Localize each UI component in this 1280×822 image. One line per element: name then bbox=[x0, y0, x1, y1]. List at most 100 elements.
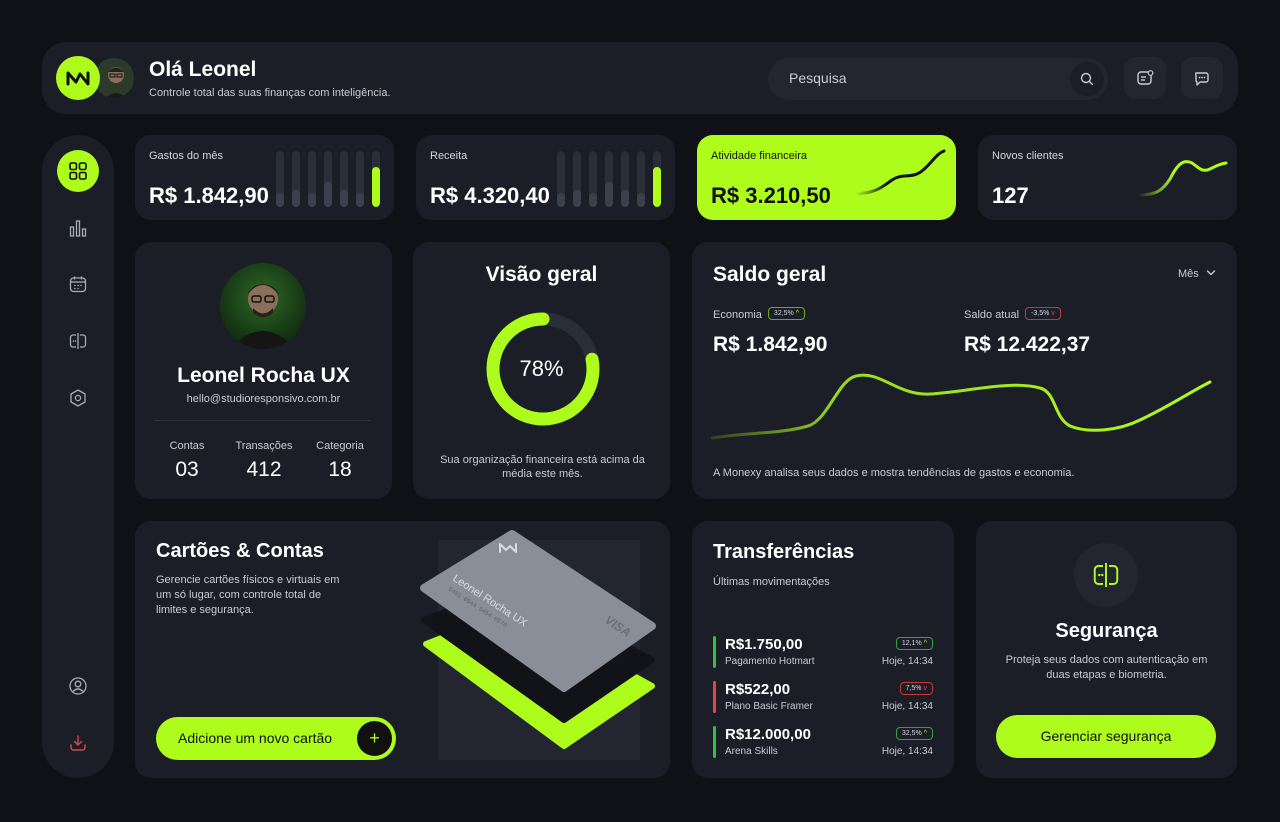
transfer-row[interactable]: R$12.000,00 Arena Skills Hoje, 14:34 32,… bbox=[713, 726, 933, 762]
transfer-badge: 32,5% ^ bbox=[895, 727, 933, 740]
overview-percent: 78% bbox=[519, 356, 564, 381]
overview-card bbox=[413, 242, 670, 499]
economia-block: Economia 32,5% ^ R$ 1.842,90 bbox=[713, 305, 827, 357]
greeting-subtitle: Controle total das suas finanças com int… bbox=[149, 87, 391, 99]
progress-ring-fill bbox=[486, 312, 600, 426]
stat-value: R$ 1.842,90 bbox=[149, 183, 269, 208]
trend-indicator bbox=[713, 681, 716, 713]
transfers-subtitle: Últimas movimentações bbox=[713, 576, 830, 588]
sidebar bbox=[42, 135, 114, 778]
mini-bar bbox=[637, 151, 645, 207]
period-label: Mês bbox=[1178, 268, 1199, 280]
sidebar-item-dashboard[interactable] bbox=[57, 150, 99, 192]
search-icon[interactable] bbox=[1070, 62, 1104, 96]
grid-icon bbox=[69, 162, 87, 180]
profile-photo bbox=[220, 263, 306, 349]
stat-value: 412 bbox=[246, 458, 282, 481]
transfer-time: Hoje, 14:34 bbox=[881, 656, 933, 667]
person-photo-icon bbox=[230, 284, 296, 349]
transfer-badge: 12,1% ^ bbox=[895, 637, 933, 650]
profile-stat-categoria: Categoria 18 bbox=[300, 440, 380, 482]
balance-note: A Monexy analisa seus dados e mostra ten… bbox=[713, 467, 1075, 479]
stat-card-atividade[interactable]: Atividade financeira R$ 3.210,50 bbox=[697, 135, 956, 220]
economia-label: Economia bbox=[713, 309, 762, 321]
sidebar-item-settings[interactable] bbox=[57, 377, 99, 419]
security-title: Segurança bbox=[1055, 620, 1158, 642]
search-field[interactable]: Pesquisa bbox=[768, 58, 1108, 100]
stat-card-gastos[interactable]: Gastos do mês R$ 1.842,90 bbox=[135, 135, 394, 220]
chat-button[interactable] bbox=[1181, 57, 1223, 99]
balance-card bbox=[692, 242, 1237, 499]
economia-badge: 32,5% ^ bbox=[767, 307, 806, 321]
sidebar-item-cards[interactable] bbox=[57, 320, 99, 362]
greeting-title: Olá Leonel bbox=[149, 58, 257, 81]
stat-value: 127 bbox=[992, 183, 1029, 208]
mini-bar bbox=[605, 151, 613, 207]
notifications-button[interactable] bbox=[1124, 57, 1166, 99]
overview-title: Visão geral bbox=[485, 263, 598, 286]
transfer-amount: R$1.750,00 bbox=[725, 636, 803, 653]
stat-value: 03 bbox=[175, 458, 199, 481]
card-lock-icon bbox=[69, 333, 87, 349]
trend-indicator bbox=[713, 636, 716, 668]
mini-bar bbox=[653, 151, 661, 207]
chat-icon bbox=[1195, 72, 1209, 86]
stat-value: R$ 4.320,40 bbox=[430, 183, 550, 208]
chevron-down-icon bbox=[1206, 270, 1216, 276]
logo-mark-icon bbox=[66, 71, 90, 86]
transfer-amount: R$12.000,00 bbox=[725, 726, 811, 743]
card-lock-icon bbox=[1093, 563, 1119, 587]
transfer-row[interactable]: R$522,00 Plano Basic Framer Hoje, 14:34 … bbox=[713, 681, 933, 717]
cards-title: Cartões & Contas bbox=[156, 540, 324, 562]
mini-bar bbox=[372, 151, 380, 207]
add-card-button[interactable]: Adicione um novo cartão + bbox=[156, 717, 396, 760]
overview-description: Sua organização financeira está acima da… bbox=[440, 454, 645, 480]
mini-bar bbox=[557, 151, 565, 207]
bar-chart-icon bbox=[69, 220, 87, 237]
person-photo-icon bbox=[94, 58, 134, 98]
stat-value: R$ 3.210,50 bbox=[711, 183, 831, 208]
monexy-logo[interactable] bbox=[56, 56, 100, 100]
search-placeholder: Pesquisa bbox=[789, 70, 847, 86]
sidebar-item-logout[interactable] bbox=[57, 722, 99, 764]
header-avatar[interactable] bbox=[92, 56, 136, 100]
profile-stat-contas: Contas 03 bbox=[147, 440, 227, 482]
progress-ring bbox=[486, 312, 600, 426]
logout-icon bbox=[70, 735, 86, 751]
stat-label: Atividade financeira bbox=[711, 150, 808, 162]
stat-label: Contas bbox=[169, 440, 205, 452]
transfer-amount: R$522,00 bbox=[725, 681, 791, 698]
sidebar-item-profile[interactable] bbox=[57, 665, 99, 707]
user-circle-icon bbox=[69, 677, 87, 695]
balance-trend-line bbox=[710, 373, 1212, 440]
trend-sparkline bbox=[1136, 160, 1228, 197]
sidebar-item-calendar[interactable] bbox=[57, 263, 99, 305]
transfer-name: Pagamento Hotmart bbox=[725, 656, 815, 667]
plus-icon: + bbox=[357, 721, 392, 756]
mini-bar bbox=[356, 151, 364, 207]
security-icon-wrap bbox=[1074, 543, 1138, 607]
stat-card-clientes[interactable]: Novos clientes 127 bbox=[978, 135, 1237, 220]
mini-bar bbox=[292, 151, 300, 207]
stat-card-receita[interactable]: Receita R$ 4.320,40 bbox=[416, 135, 675, 220]
mini-bar-chart bbox=[276, 149, 380, 207]
mini-bar bbox=[324, 151, 332, 207]
message-badge-icon bbox=[1137, 70, 1154, 85]
security-description: Proteja seus dados com autenticação em d… bbox=[1005, 654, 1208, 681]
profile-name: Leonel Rocha UX bbox=[177, 364, 350, 387]
transfer-row[interactable]: R$1.750,00 Pagamento Hotmart Hoje, 14:34… bbox=[713, 636, 933, 672]
saldo-atual-label: Saldo atual bbox=[964, 309, 1020, 321]
profile-email[interactable]: hello@studioresponsivo.com.br bbox=[186, 393, 341, 405]
credit-card-stack[interactable]: Leonel Rocha UX 5481 0544 5454 0570 VISA bbox=[418, 528, 658, 753]
mini-bar bbox=[340, 151, 348, 207]
saldo-atual-value: R$ 12.422,37 bbox=[964, 333, 1091, 356]
add-card-label: Adicione um novo cartão bbox=[178, 730, 333, 746]
manage-security-button[interactable]: Gerenciar segurança bbox=[996, 715, 1216, 758]
period-dropdown[interactable]: Mês bbox=[1178, 268, 1216, 280]
transfer-name: Arena Skills bbox=[725, 746, 778, 757]
cards-description: Gerencie cartões físicos e virtuais em u… bbox=[156, 574, 340, 616]
sidebar-item-reports[interactable] bbox=[57, 207, 99, 249]
stat-label: Transações bbox=[235, 440, 293, 452]
divider bbox=[155, 420, 371, 421]
calendar-icon bbox=[69, 276, 87, 293]
